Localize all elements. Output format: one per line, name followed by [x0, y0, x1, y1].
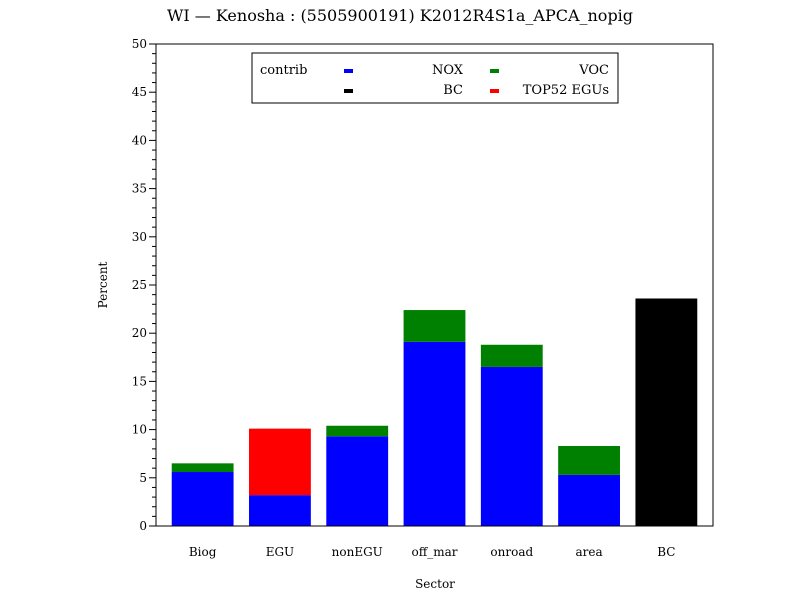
y-tick-label: 45 — [132, 85, 147, 99]
legend-swatch — [344, 89, 353, 93]
bar-segment-nox — [326, 436, 389, 526]
y-tick-label: 20 — [132, 326, 147, 340]
legend-label: NOX — [432, 63, 464, 78]
x-tick-label: Biog — [189, 545, 217, 559]
bar-segment-voc — [480, 344, 543, 367]
bars-layer — [171, 298, 698, 526]
legend: contrib NOX VOC BC TOP52 EGUs — [251, 52, 619, 104]
y-tick-label: 30 — [132, 230, 147, 244]
y-tick-label: 15 — [132, 374, 147, 388]
legend-label: TOP52 EGUs — [523, 83, 609, 98]
bar-segment-voc — [558, 445, 620, 475]
legend-items: NOX VOC BC TOP52 EGUs — [344, 63, 609, 98]
bar-segment-voc — [403, 310, 466, 342]
y-tick-label: 50 — [132, 37, 147, 51]
bar-segment-bc — [635, 298, 698, 526]
x-axis: Biog EGU nonEGU off_mar onroad area BC — [189, 545, 676, 559]
x-axis-title: Sector — [415, 577, 455, 591]
legend-label: BC — [443, 83, 463, 98]
legend-title: contrib — [260, 63, 307, 78]
legend-swatch — [490, 89, 499, 93]
bar-segment-nox — [249, 495, 311, 526]
bar-segment-voc — [326, 425, 389, 437]
legend-label: VOC — [578, 63, 609, 78]
y-axis: 0 5 10 15 20 25 30 35 40 45 50 — [132, 37, 156, 533]
y-tick-label: 0 — [139, 519, 147, 533]
x-tick-label: area — [575, 545, 602, 559]
bar-segment-nox — [403, 341, 466, 526]
legend-box — [251, 52, 619, 104]
bar-segment-top52-egus — [249, 428, 311, 496]
x-tick-label: EGU — [266, 545, 294, 559]
x-tick-label: nonEGU — [332, 545, 383, 559]
y-tick-label: 35 — [132, 182, 147, 196]
y-axis-title: Percent — [96, 261, 110, 308]
bar-segment-nox — [171, 472, 234, 526]
y-tick-label: 5 — [139, 471, 147, 485]
legend-swatch — [490, 69, 499, 73]
legend-swatch — [344, 69, 353, 73]
chart-title: WI — Kenosha : (5505900191) K2012R4S1a_A… — [166, 6, 634, 25]
bar-segment-voc — [171, 463, 234, 473]
bar-segment-nox — [558, 474, 620, 526]
bar-segment-nox — [480, 366, 543, 526]
x-tick-label: onroad — [490, 545, 533, 559]
x-tick-label: off_mar — [411, 545, 457, 559]
y-tick-label: 40 — [132, 133, 147, 147]
x-tick-label: BC — [657, 545, 675, 559]
y-tick-label: 25 — [132, 278, 147, 292]
y-tick-label: 10 — [132, 423, 147, 437]
